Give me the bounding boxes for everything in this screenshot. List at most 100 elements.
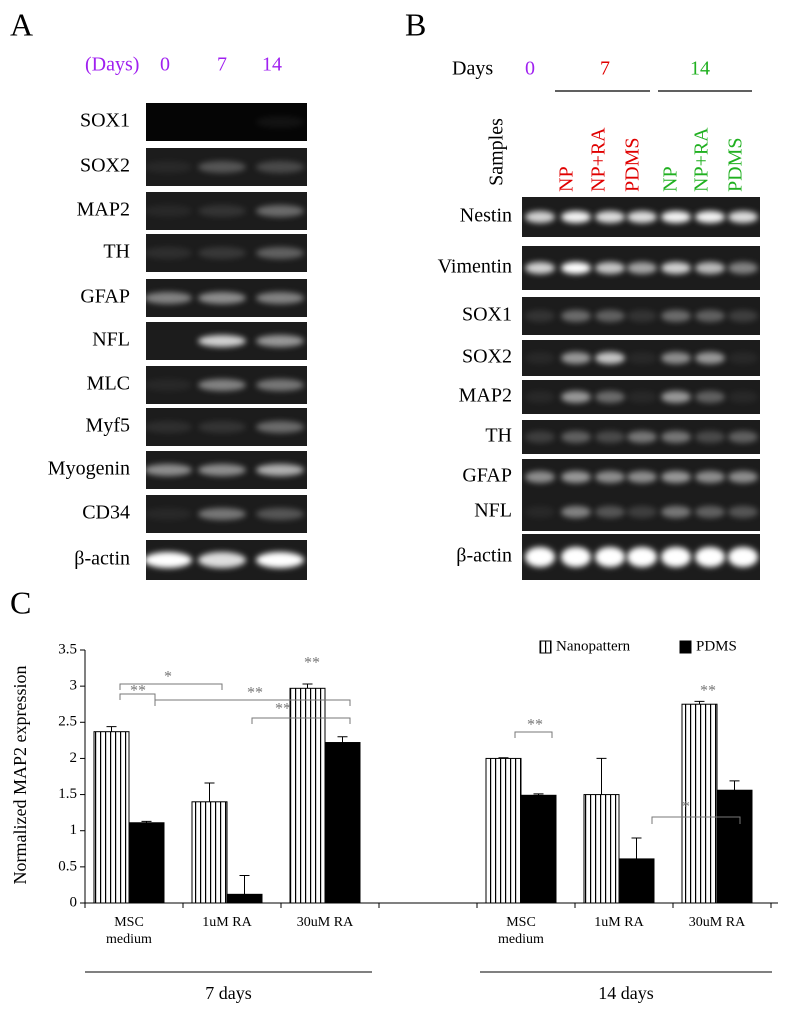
significance-label: *: [682, 799, 690, 816]
significance-label: **: [304, 655, 320, 672]
error-bar: [106, 726, 117, 732]
gel-band: [728, 547, 758, 567]
significance-bracket: [514, 731, 553, 738]
gel-band: [695, 211, 725, 223]
gel-band: [198, 161, 246, 173]
day-label: 0: [160, 54, 170, 76]
gel-band: [525, 211, 555, 223]
gel-band: [661, 262, 691, 274]
error-bar: [596, 757, 607, 795]
days-label: (Days): [85, 54, 139, 76]
error-bar: [239, 875, 250, 895]
gel-band: [525, 310, 555, 322]
gel-band: [144, 421, 192, 433]
panel-label: B: [405, 6, 426, 42]
gel-band: [256, 421, 304, 433]
gel-band: [561, 262, 591, 274]
gel-band: [561, 391, 591, 403]
gel-band: [525, 506, 555, 518]
group-label: 7 days: [205, 983, 252, 1003]
gene-label: MAP2: [459, 385, 512, 407]
y-tick-label: 1: [70, 822, 78, 838]
y-tick-label: 2: [70, 750, 78, 766]
gel-band: [198, 464, 246, 476]
gel-band: [561, 431, 591, 443]
gene-label: β-actin: [74, 548, 130, 570]
bar: [681, 703, 718, 904]
gel-band: [728, 391, 758, 403]
gel-band: [728, 352, 758, 364]
gel-band: [695, 471, 725, 483]
gel-band: [525, 391, 555, 403]
gel-band: [728, 262, 758, 274]
gene-label: Nestin: [460, 205, 512, 227]
x-tick-label: 30uM RA: [296, 915, 354, 930]
gel-band: [256, 292, 304, 304]
gel-band: [695, 352, 725, 364]
significance-bracket: [119, 683, 223, 690]
gel-band: [144, 161, 192, 173]
panel-label: A: [10, 6, 33, 42]
error-bar: [204, 782, 215, 802]
bar: [226, 893, 263, 904]
gel-band: [595, 431, 625, 443]
gene-label: MAP2: [77, 199, 130, 221]
gel-band: [198, 247, 246, 259]
error-bar: [729, 780, 740, 791]
y-tick-label: 1.5: [58, 786, 77, 802]
gel-band: [198, 379, 246, 391]
sample-label: NP+RA: [691, 127, 713, 192]
gene-label: NFL: [92, 329, 130, 351]
gel-band: [525, 352, 555, 364]
significance-label: *: [164, 669, 172, 686]
gel-band: [695, 262, 725, 274]
gel-band: [198, 292, 246, 304]
gel-band: [561, 352, 591, 364]
gene-label: Myogenin: [48, 458, 130, 480]
day-label: 14: [690, 58, 710, 80]
legend-label: PDMS: [696, 638, 737, 654]
gene-label: SOX1: [462, 304, 512, 326]
x-tick-label: 1uM RA: [594, 915, 644, 930]
gel-band: [561, 547, 591, 567]
gel-band: [561, 310, 591, 322]
gel-band: [525, 471, 555, 483]
gel-band: [661, 391, 691, 403]
gel-band: [198, 552, 246, 568]
gel-band: [728, 471, 758, 483]
gel-band: [256, 116, 304, 128]
bar: [93, 731, 130, 904]
legend-swatch: [679, 640, 692, 654]
gel-band: [728, 506, 758, 518]
significance-bracket: [154, 699, 351, 706]
sample-label: PDMS: [622, 138, 644, 192]
y-tick-label: 3.5: [58, 641, 77, 657]
gel-band: [627, 211, 657, 223]
gel-band: [728, 310, 758, 322]
error-bar: [631, 837, 642, 859]
gene-label: GFAP: [462, 465, 512, 487]
gel-band: [144, 292, 192, 304]
gene-label: MLC: [87, 373, 130, 395]
gel-band: [525, 431, 555, 443]
error-bar: [498, 757, 509, 759]
y-tick-label: 0.5: [58, 858, 77, 874]
bar: [716, 789, 753, 904]
panel-label: C: [10, 584, 31, 620]
gene-label: SOX2: [462, 346, 512, 368]
gene-label: Vimentin: [438, 256, 512, 278]
significance-label: **: [527, 717, 543, 734]
sample-label: NP+RA: [588, 127, 610, 192]
group-label: 14 days: [598, 983, 654, 1003]
gel-band: [695, 391, 725, 403]
gel-band: [661, 211, 691, 223]
gene-label: SOX2: [80, 155, 130, 177]
x-tick-label: MSC medium: [106, 915, 152, 947]
gene-label: GFAP: [80, 286, 130, 308]
gel-band: [198, 205, 246, 217]
gel-band: [627, 431, 657, 443]
y-axis-label: Normalized MAP2 expression: [10, 666, 30, 885]
y-tick-label: 2.5: [58, 714, 77, 730]
gel-band: [144, 508, 192, 520]
